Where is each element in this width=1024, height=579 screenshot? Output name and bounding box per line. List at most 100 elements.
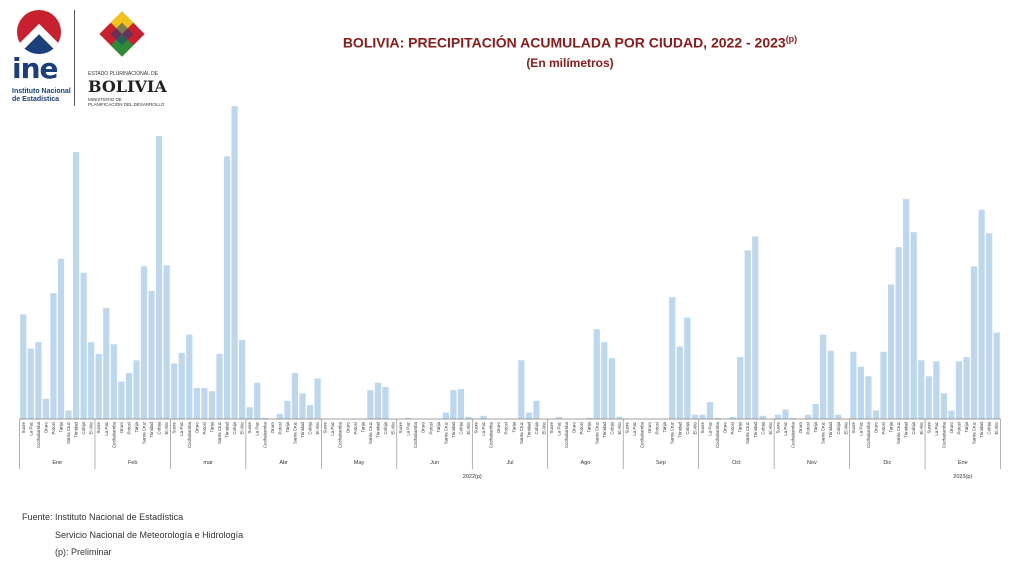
- city-tick-label: Sucre: [474, 421, 479, 433]
- chart-bar: [186, 334, 193, 419]
- chart-bar: [480, 415, 487, 419]
- city-tick-label: Potosí: [957, 421, 962, 434]
- city-tick-label: Trinidad: [904, 421, 909, 437]
- city-tick-label: Cobija: [911, 421, 916, 434]
- chart-bar: [714, 417, 721, 419]
- chart-bar: [525, 412, 532, 419]
- chart-bar: [993, 332, 1000, 419]
- chart-bar: [759, 415, 766, 419]
- chart-bar: [103, 307, 110, 419]
- chart-bar: [405, 417, 412, 419]
- chart-bar: [744, 250, 751, 419]
- chart-bar: [140, 266, 148, 419]
- chart-bar: [65, 410, 72, 419]
- city-tick-label: Sucre: [323, 421, 328, 433]
- city-tick-label: Santa Cruz: [972, 422, 977, 444]
- city-tick-label: Trinidad: [149, 421, 154, 437]
- chart-bar: [80, 272, 87, 419]
- logos: ine Instituto Nacional de Estadística ES…: [8, 6, 168, 110]
- chart-bar: [684, 317, 691, 419]
- month-label: mar: [203, 460, 213, 466]
- city-tick-label: Santa Cruz: [292, 422, 297, 444]
- city-tick-label: La Paz: [255, 422, 260, 436]
- city-tick-label: Oruro: [798, 421, 803, 433]
- city-tick-label: Trinidad: [602, 421, 607, 437]
- chart-bar: [857, 366, 864, 419]
- chart-bar: [880, 351, 887, 419]
- city-tick-label: Trinidad: [451, 421, 456, 437]
- chart-bar: [699, 414, 706, 419]
- city-tick-label: Trinidad: [300, 421, 305, 437]
- city-tick-label: Santa Cruz: [66, 422, 71, 444]
- chart-bar: [533, 400, 540, 419]
- chart-bar: [970, 266, 978, 419]
- city-tick-label: La Paz: [330, 422, 335, 436]
- chart-bar: [382, 386, 389, 419]
- city-tick-label: Trinidad: [979, 421, 984, 437]
- city-tick-label: Oruro: [949, 421, 954, 433]
- month-label: Nov: [807, 460, 817, 466]
- city-tick-label: Oruro: [194, 421, 199, 433]
- city-tick-label: El Alto: [692, 421, 697, 434]
- city-tick-label: Oruro: [647, 421, 652, 433]
- city-tick-label: Trinidad: [677, 421, 682, 437]
- chart-bar: [73, 152, 80, 420]
- city-tick-label: Sucre: [624, 421, 629, 433]
- city-tick-label: Trinidad: [828, 421, 833, 437]
- preliminary-note: (p): Preliminar: [55, 547, 112, 557]
- chart-bar: [156, 136, 163, 419]
- city-tick-label: Potosí: [202, 421, 207, 434]
- city-tick-label: Trinidad: [74, 421, 79, 437]
- chart-bar: [737, 357, 744, 419]
- city-tick-label: Cochabamba: [564, 421, 569, 448]
- chart-bar: [895, 247, 902, 419]
- city-tick-label: Sucre: [851, 421, 856, 433]
- chart-bar: [450, 390, 457, 419]
- city-tick-label: Cochabamba: [640, 421, 645, 448]
- city-tick-label: Oruro: [723, 421, 728, 433]
- chart-bar: [812, 404, 819, 419]
- city-tick-label: Potosí: [806, 421, 811, 434]
- chart-bar: [555, 416, 563, 419]
- city-tick-label: Santa Cruz: [519, 422, 524, 444]
- city-tick-label: Cochabamba: [790, 421, 795, 448]
- city-tick-label: Tarija: [436, 421, 441, 432]
- city-tick-label: Oruro: [43, 421, 48, 433]
- chart-bar: [706, 401, 714, 419]
- city-tick-label: Potosí: [353, 421, 358, 434]
- month-label: Oct: [732, 460, 741, 466]
- city-tick-label: El Alto: [919, 421, 924, 434]
- city-tick-label: La Paz: [858, 422, 863, 436]
- chart-subtitle: (En milímetros): [526, 56, 614, 70]
- chart-bar: [820, 334, 827, 419]
- city-tick-label: El Alto: [391, 421, 396, 434]
- chart-bar: [254, 382, 261, 419]
- city-tick-label: Santa Cruz: [368, 422, 373, 444]
- chart-bar: [978, 209, 985, 419]
- city-tick-label: Tarija: [738, 421, 743, 432]
- chart-bar: [442, 412, 449, 419]
- city-tick-label: Tarija: [209, 421, 214, 432]
- city-tick-label: El Alto: [617, 421, 622, 434]
- city-tick-label: Cobija: [81, 421, 86, 434]
- chart-bar: [216, 353, 223, 419]
- city-tick-label: Sucre: [549, 421, 554, 433]
- city-tick-label: El Alto: [315, 421, 320, 434]
- month-label: Abr: [279, 460, 288, 466]
- bolivia-text: BOLIVIA: [88, 77, 167, 96]
- city-tick-label: Cochabamba: [489, 421, 494, 448]
- city-tick-label: El Alto: [768, 421, 773, 434]
- bolivia-emblem-icon: [99, 11, 145, 57]
- city-tick-label: Oruro: [873, 421, 878, 433]
- city-tick-label: Oruro: [119, 421, 124, 433]
- city-tick-label: Sucre: [172, 421, 177, 433]
- chart-bar: [314, 378, 321, 419]
- chart-bar: [925, 376, 932, 419]
- chart-bar: [95, 353, 102, 419]
- city-tick-label: La Paz: [481, 422, 486, 436]
- city-tick-label: Potosí: [579, 421, 584, 434]
- chart-bar: [691, 414, 698, 419]
- month-label: Ene: [52, 460, 62, 466]
- chart-bar: [374, 382, 382, 419]
- chart-bar: [910, 232, 917, 419]
